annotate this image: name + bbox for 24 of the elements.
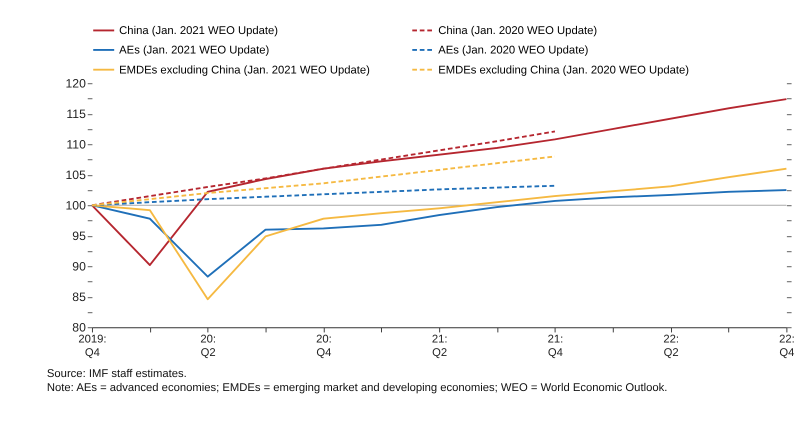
legend-label: AEs (Jan. 2021 WEO Update) xyxy=(119,44,270,57)
text: Note: AEs = advanced economies; EMDEs = emerging market and developing economies; WEO = World Economic Outlook. xyxy=(46,382,668,394)
x-tick-label: 22: Q4 xyxy=(779,334,795,359)
y-tick-label: 120 xyxy=(66,76,86,90)
y-tick-label: 90 xyxy=(72,259,86,274)
legend-label: EMDEs excluding China (Jan. 2021 WEO Update) xyxy=(119,64,370,76)
source-note: Source: IMF staff estimates. xyxy=(46,368,187,380)
y-tick-label: 110 xyxy=(66,137,86,152)
y-tick-label: 85 xyxy=(72,290,86,304)
x-tick-label: 20: Q2 xyxy=(200,334,216,359)
y-tick-label: 115 xyxy=(66,106,86,121)
x-tick-label: 21: Q4 xyxy=(548,334,564,359)
y-tick-label: 80 xyxy=(72,320,86,334)
legend-label: China (Jan. 2021 WEO Update) xyxy=(119,25,278,38)
legend-label: EMDEs excluding China (Jan. 2020 WEO Update) xyxy=(438,64,690,76)
y-tick-label: 100 xyxy=(66,198,86,212)
x-tick-label: 20: Q4 xyxy=(316,334,332,359)
legend-label: AEs (Jan. 2020 WEO Update) xyxy=(438,44,589,57)
x-tick-label: 21: Q2 xyxy=(432,334,448,359)
y-tick-label: 95 xyxy=(72,228,86,243)
legend-label: China (Jan. 2020 WEO Update) xyxy=(438,25,598,38)
x-tick-label: 2019: Q4 xyxy=(78,334,107,359)
x-tick-label: 22: Q2 xyxy=(663,334,679,359)
y-tick-label: 105 xyxy=(66,168,86,182)
